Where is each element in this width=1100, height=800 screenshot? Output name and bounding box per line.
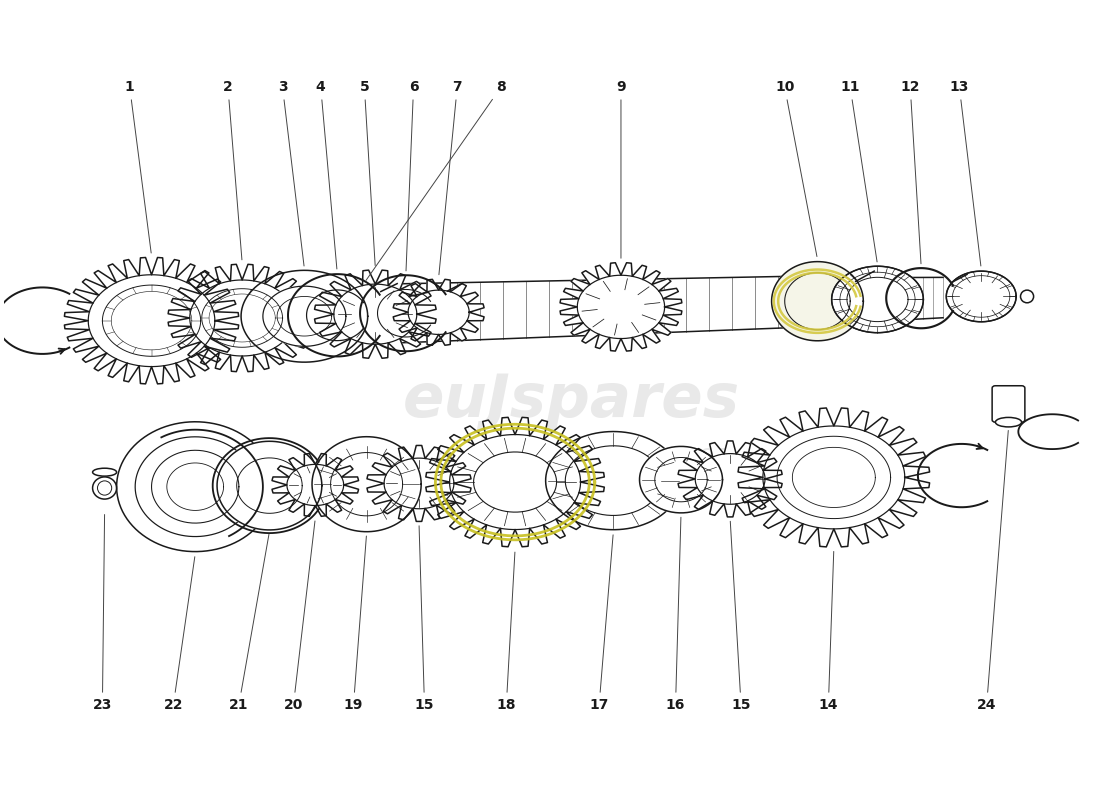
Polygon shape [678, 441, 782, 517]
Text: 19: 19 [344, 536, 366, 712]
Polygon shape [393, 279, 484, 346]
Text: 4: 4 [316, 80, 337, 269]
Polygon shape [117, 422, 274, 552]
Text: 12: 12 [901, 80, 921, 264]
Text: 1: 1 [124, 80, 151, 253]
Text: 3: 3 [277, 80, 304, 266]
Polygon shape [241, 270, 367, 362]
Ellipse shape [92, 477, 117, 499]
FancyBboxPatch shape [992, 386, 1025, 422]
Polygon shape [832, 266, 923, 333]
Text: a passion for parts since 1985: a passion for parts since 1985 [372, 447, 728, 471]
Polygon shape [546, 431, 681, 530]
Text: 22: 22 [164, 557, 195, 712]
Text: 2: 2 [223, 80, 242, 260]
Text: 16: 16 [666, 518, 685, 712]
Ellipse shape [1021, 290, 1034, 302]
Text: 8: 8 [366, 80, 506, 280]
Text: 20: 20 [284, 521, 315, 712]
Text: 11: 11 [840, 80, 877, 262]
Polygon shape [65, 258, 239, 384]
Polygon shape [315, 270, 436, 358]
Text: 7: 7 [439, 80, 462, 274]
Text: 15: 15 [415, 526, 434, 712]
Polygon shape [367, 446, 471, 522]
Polygon shape [152, 450, 239, 523]
Polygon shape [168, 264, 316, 372]
Text: 9: 9 [616, 80, 626, 258]
Polygon shape [272, 454, 359, 516]
Ellipse shape [98, 481, 112, 495]
Text: 17: 17 [590, 535, 613, 712]
Polygon shape [560, 262, 682, 351]
Text: 5: 5 [360, 80, 375, 266]
Text: 18: 18 [496, 552, 516, 712]
Ellipse shape [996, 418, 1022, 427]
Polygon shape [738, 408, 930, 547]
Polygon shape [217, 442, 322, 530]
Text: 14: 14 [818, 551, 838, 712]
Polygon shape [312, 437, 421, 532]
Text: 13: 13 [949, 80, 981, 266]
Text: 24: 24 [977, 430, 1009, 712]
Text: 23: 23 [92, 514, 112, 712]
Text: 10: 10 [776, 80, 817, 257]
Text: 21: 21 [229, 534, 270, 712]
Polygon shape [426, 418, 604, 546]
Text: 15: 15 [730, 522, 751, 712]
Text: euJspares: euJspares [404, 370, 740, 430]
Polygon shape [263, 286, 345, 346]
Text: 6: 6 [406, 80, 418, 271]
Ellipse shape [92, 468, 117, 476]
Polygon shape [771, 262, 864, 341]
Polygon shape [946, 271, 1016, 322]
Polygon shape [639, 446, 723, 513]
